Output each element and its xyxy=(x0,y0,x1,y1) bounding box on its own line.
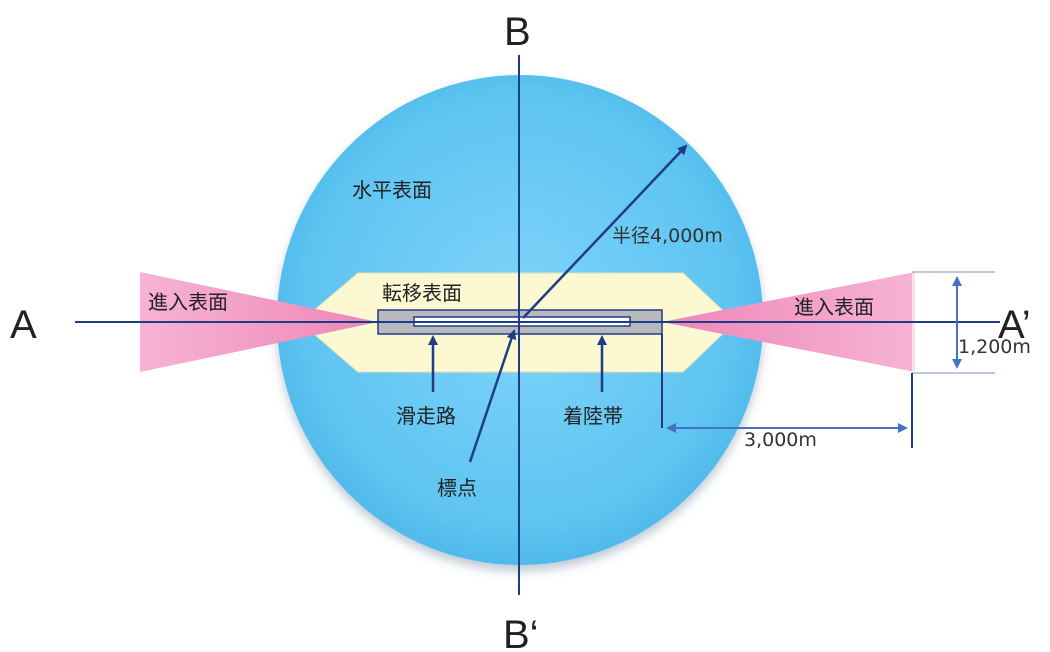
axis-a-label: A xyxy=(10,303,37,347)
landing-strip-label: 着陸帯 xyxy=(563,404,623,428)
axis-b-label: B xyxy=(504,10,531,54)
approach-surface-left-label: 進入表面 xyxy=(148,290,228,314)
reference-point-label: 標点 xyxy=(437,476,477,500)
radius-arrow xyxy=(522,144,688,319)
approach-surface-right-label: 進入表面 xyxy=(794,295,874,319)
approach-width-label: 1,200m xyxy=(958,336,1031,358)
horizontal-surface-label: 水平表面 xyxy=(352,178,432,202)
axis-b-prime-label: B‘ xyxy=(503,613,539,652)
approach-length-label: 3,000m xyxy=(744,429,817,451)
axis-a-prime-label: A’ xyxy=(998,303,1031,347)
transitional-surface-label: 転移表面 xyxy=(382,281,462,305)
reference-point-pointer-arrow xyxy=(468,329,517,463)
radius-label: 半径4,000m xyxy=(612,225,723,247)
runway-label: 滑走路 xyxy=(396,404,456,428)
